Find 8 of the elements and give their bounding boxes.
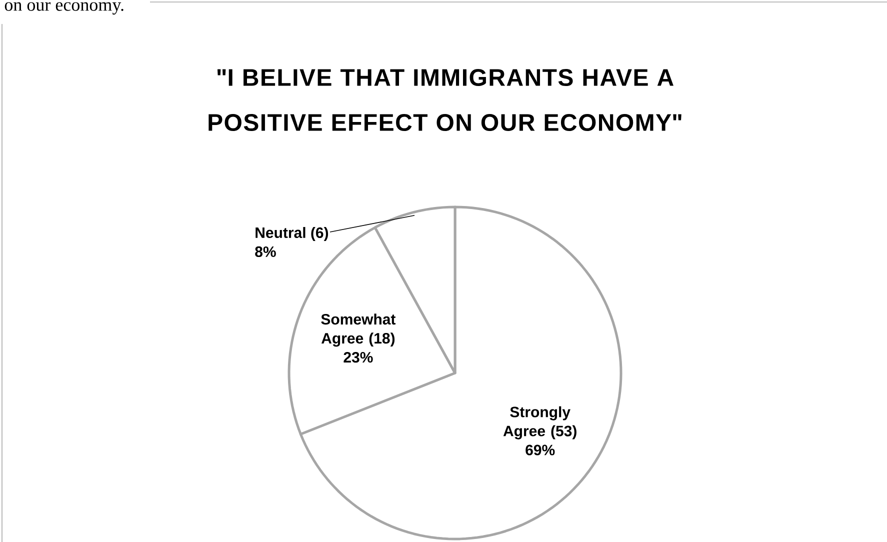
data-label: 69% bbox=[526, 444, 555, 456]
slice-label: Somewhat Agree (18) bbox=[321, 314, 396, 347]
slice-label: Neutral (6) bbox=[256, 227, 328, 241]
data-label: 8% bbox=[255, 246, 276, 258]
text: on our economy. bbox=[4, 2, 124, 15]
slice-label: Strongly Agree (53) bbox=[503, 406, 576, 440]
chart-title: "I BELIVE THAT IMMIGRANTS HAVE A POSITIVE EFFECT ON OUR ECONOMY" bbox=[208, 69, 682, 131]
data-label: 23% bbox=[344, 352, 373, 363]
